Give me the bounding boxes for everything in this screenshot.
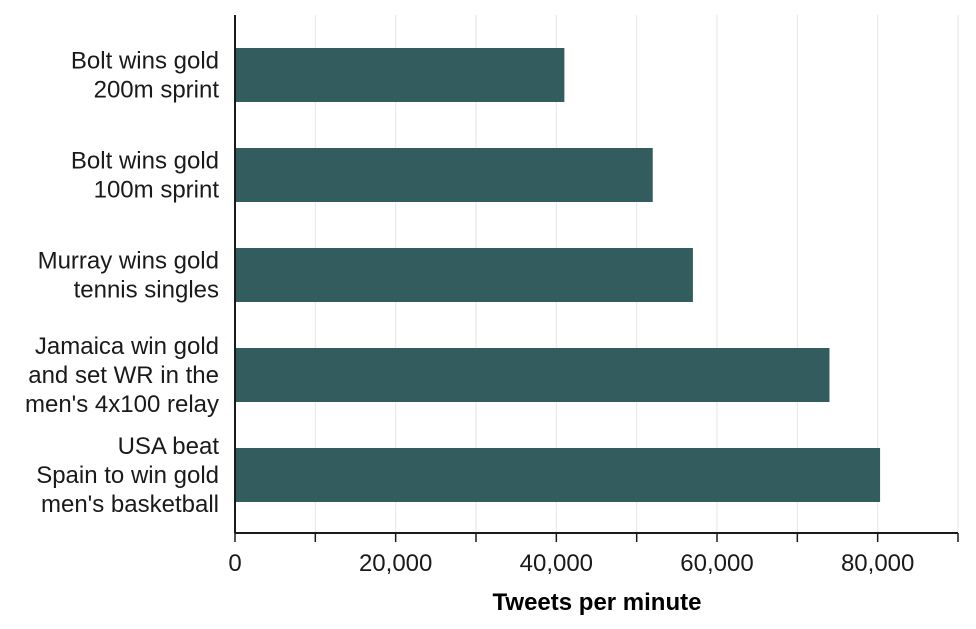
category-label-line: Bolt wins gold bbox=[71, 48, 219, 75]
category-label-line: Spain to win gold bbox=[36, 462, 219, 489]
category-label-line: 100m sprint bbox=[94, 177, 220, 204]
x-axis-title: Tweets per minute bbox=[493, 589, 702, 616]
category-label-line: and set WR in the bbox=[28, 362, 219, 389]
category-label: Bolt wins gold 100m sprint bbox=[71, 148, 219, 204]
bar bbox=[236, 148, 653, 202]
category-label-line: USA beat bbox=[118, 433, 220, 460]
x-tick-label: 80,000 bbox=[841, 550, 914, 577]
x-tick-label: 60,000 bbox=[680, 550, 753, 577]
bars bbox=[236, 48, 881, 502]
category-label-line: Jamaica win gold bbox=[35, 333, 219, 360]
axes bbox=[234, 15, 959, 542]
category-label-line: Murray wins gold bbox=[38, 248, 219, 275]
category-label-line: 200m sprint bbox=[94, 77, 220, 104]
x-tick-label: 0 bbox=[228, 550, 241, 577]
category-label: USA beat Spain to win gold men's basketbal… bbox=[36, 433, 219, 518]
bar bbox=[236, 348, 830, 402]
x-tick-labels: 0 20,000 40,000 60,000 80,000 bbox=[228, 550, 914, 577]
bar bbox=[236, 448, 881, 502]
category-label: Jamaica win gold and set WR in the men's 4… bbox=[25, 333, 219, 418]
category-label-line: men's basketball bbox=[41, 491, 219, 518]
category-label: Bolt wins gold 200m sprint bbox=[71, 48, 219, 104]
category-label-line: tennis singles bbox=[74, 277, 219, 304]
category-label-line: Bolt wins gold bbox=[71, 148, 219, 175]
x-tick-label: 40,000 bbox=[520, 550, 593, 577]
category-label: Murray wins gold tennis singles bbox=[38, 248, 219, 304]
category-label-line: men's 4x100 relay bbox=[25, 391, 219, 418]
bar bbox=[236, 248, 693, 302]
x-tick-label: 20,000 bbox=[359, 550, 432, 577]
bar bbox=[236, 48, 565, 102]
